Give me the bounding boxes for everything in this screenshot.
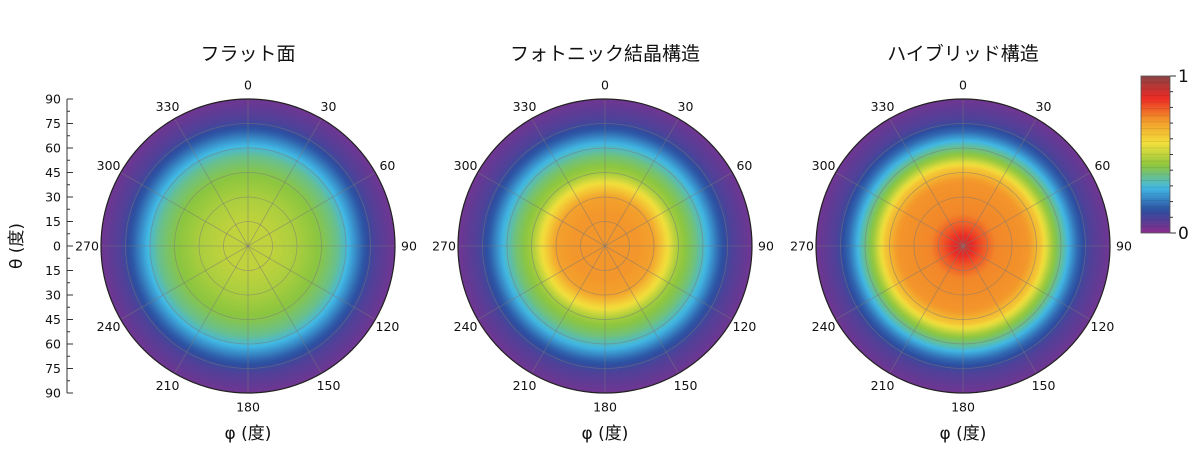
- angular-axis-label: φ (度): [940, 424, 987, 444]
- radial-tick-label: 75: [45, 116, 61, 131]
- radial-axis-label: θ (度): [7, 223, 27, 269]
- radial-tick-label: 45: [45, 312, 61, 327]
- radial-tick-label: 60: [45, 337, 61, 352]
- colorbar: 10: [1140, 67, 1189, 244]
- angular-tick-label: 120: [376, 319, 400, 334]
- radial-tick-label: 90: [45, 386, 61, 401]
- grid-spoke: [962, 245, 1037, 374]
- angular-tick-label: 30: [1036, 99, 1052, 114]
- angular-tick-label: 330: [513, 99, 537, 114]
- angular-tick-label: 60: [1094, 158, 1110, 173]
- polar-border: [815, 98, 1111, 394]
- polar-grid: [458, 99, 752, 393]
- angular-tick-label: 90: [1116, 239, 1132, 254]
- angular-tick-label: 90: [758, 239, 774, 254]
- grid-spoke: [120, 172, 249, 247]
- polar-grid: [816, 99, 1110, 393]
- angular-tick-label: 270: [790, 239, 814, 254]
- angular-tick-label: 150: [317, 378, 341, 393]
- grid-spoke: [889, 118, 964, 247]
- angular-tick-label: 120: [1091, 319, 1115, 334]
- polar-border: [100, 98, 396, 394]
- colorbar-gradient: [1140, 75, 1171, 234]
- angular-tick-label: 60: [379, 158, 395, 173]
- grid-spoke: [835, 245, 964, 320]
- radial-tick-label: 15: [45, 214, 61, 229]
- radial-axis: 90 75 60 45 30 15 0 15 30 45 60 75 90 θ (度): [7, 92, 73, 401]
- angular-tick-label: 180: [593, 400, 617, 415]
- grid-spoke: [174, 118, 249, 247]
- grid-spoke: [962, 118, 1037, 247]
- radial-tick-label: 45: [45, 165, 61, 180]
- grid-spoke: [962, 245, 1091, 320]
- polar-panel-3: ハイブリッド構造 0 30 60 90 120 150 180 210 240 270 300 330 φ…: [790, 42, 1132, 444]
- angular-tick-label: 330: [156, 99, 180, 114]
- angular-tick-label: 300: [454, 158, 478, 173]
- grid-spoke: [962, 172, 1091, 247]
- grid-spoke: [247, 118, 322, 247]
- polar-panel-1: フラット面 0 30 60 90 120 150 180 210 240 270 300 330 φ (度…: [75, 43, 417, 444]
- angular-tick-label: 240: [454, 319, 478, 334]
- grid-spoke: [477, 172, 606, 247]
- angular-tick-label: 210: [871, 378, 895, 393]
- radial-tick-label: 15: [45, 263, 61, 278]
- grid-spoke: [477, 245, 606, 320]
- angular-tick-label: 30: [321, 99, 337, 114]
- angular-tick-label: 30: [678, 99, 694, 114]
- radial-tick-label: 0: [53, 239, 61, 254]
- grid-spoke: [604, 245, 679, 374]
- grid-spoke: [247, 245, 376, 320]
- grid-spoke: [604, 172, 733, 247]
- angular-tick-label: 150: [1032, 378, 1056, 393]
- panel-title: フォトニック結晶構造: [510, 43, 700, 65]
- angular-tick-label: 300: [97, 158, 121, 173]
- panel-title: ハイブリッド構造: [887, 42, 1039, 65]
- angular-tick-label: 270: [75, 239, 99, 254]
- angular-tick-label: 120: [733, 319, 757, 334]
- grid-spoke: [247, 245, 322, 374]
- grid-spoke: [604, 118, 679, 247]
- radial-tick-label: 30: [45, 288, 61, 303]
- grid-spoke: [835, 172, 964, 247]
- panel-title: フラット面: [200, 43, 295, 65]
- angular-axis-label: φ (度): [582, 424, 629, 444]
- colorbar-max-label: 1: [1178, 67, 1189, 87]
- angular-tick-label: 0: [601, 78, 609, 93]
- angular-tick-label: 330: [871, 99, 895, 114]
- angular-tick-label: 240: [97, 319, 121, 334]
- angular-tick-label: 150: [674, 378, 698, 393]
- grid-spoke: [531, 245, 606, 374]
- angular-tick-label: 210: [156, 378, 180, 393]
- angular-tick-label: 210: [513, 378, 537, 393]
- angular-tick-label: 240: [812, 319, 836, 334]
- angular-tick-label: 270: [432, 239, 456, 254]
- polar-border: [457, 98, 753, 394]
- polar-panel-2: フォトニック結晶構造 0 30 60 90 120 150 180 210 240 270 300 33…: [432, 43, 774, 444]
- grid-spoke: [120, 245, 249, 320]
- angular-tick-label: 0: [959, 78, 967, 93]
- angular-tick-label: 300: [812, 158, 836, 173]
- angular-tick-label: 180: [236, 400, 260, 415]
- grid-spoke: [247, 172, 376, 247]
- angular-tick-label: 60: [736, 158, 752, 173]
- grid-spoke: [174, 245, 249, 374]
- radial-tick-label: 75: [45, 361, 61, 376]
- radial-tick-label: 60: [45, 141, 61, 156]
- angular-tick-label: 90: [401, 239, 417, 254]
- angular-tick-label: 180: [951, 400, 975, 415]
- grid-spoke: [889, 245, 964, 374]
- angular-axis-label: φ (度): [225, 424, 272, 444]
- radial-tick-label: 90: [45, 92, 61, 107]
- polar-grid: [101, 99, 395, 393]
- grid-spoke: [531, 118, 606, 247]
- radial-tick-label: 30: [45, 190, 61, 205]
- grid-spoke: [604, 245, 733, 320]
- angular-tick-label: 0: [244, 78, 252, 93]
- colorbar-min-label: 0: [1178, 224, 1189, 244]
